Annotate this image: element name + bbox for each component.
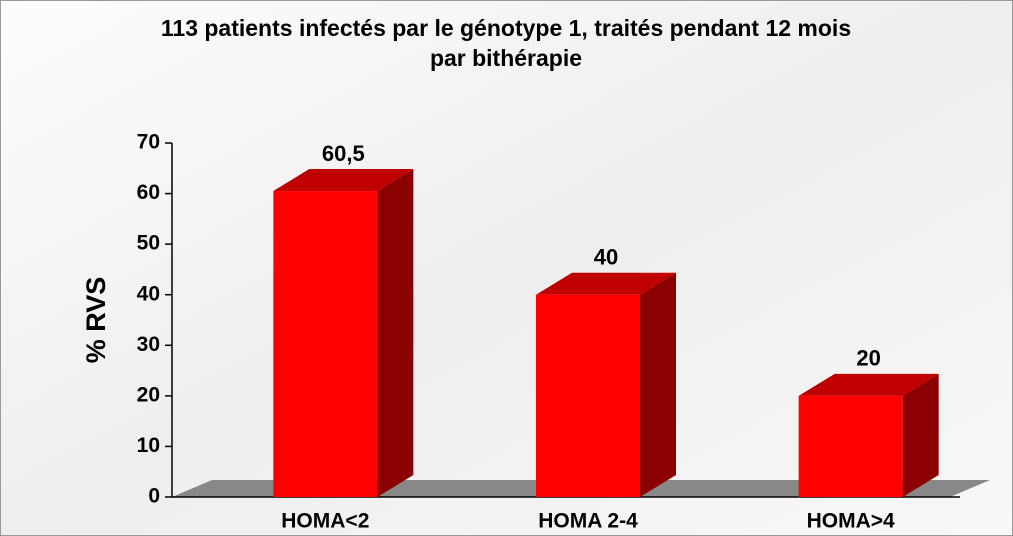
bar-side xyxy=(902,373,939,497)
value-label: 60,5 xyxy=(322,141,365,166)
chart-title: 113 patients infectés par le génotype 1,… xyxy=(161,15,851,41)
y-tick-label: 70 xyxy=(137,131,160,154)
bar-top xyxy=(536,272,676,295)
x-tick-label: HOMA>4 xyxy=(807,510,895,533)
bar-top xyxy=(798,373,939,396)
y-tick-label: 20 xyxy=(137,383,160,406)
y-tick-label: 30 xyxy=(137,333,160,356)
y-tick-label: 50 xyxy=(137,232,160,255)
y-tick-label: 40 xyxy=(137,282,160,305)
bar-side xyxy=(640,272,676,497)
chart-title: par bithérapie xyxy=(430,45,582,71)
bar xyxy=(536,294,640,497)
y-axis-label: % RVS xyxy=(81,277,111,364)
x-tick-label: HOMA 2-4 xyxy=(538,510,638,533)
bar xyxy=(798,395,903,497)
y-tick-label: 60 xyxy=(137,181,160,204)
value-label: 20 xyxy=(856,346,880,371)
value-label: 40 xyxy=(594,245,618,270)
bar xyxy=(273,191,378,498)
y-tick-label: 10 xyxy=(137,434,160,457)
bar-side xyxy=(377,169,414,498)
x-tick-label: HOMA<2 xyxy=(281,510,369,533)
bar-top xyxy=(273,169,414,192)
y-tick-label: 0 xyxy=(148,485,160,508)
